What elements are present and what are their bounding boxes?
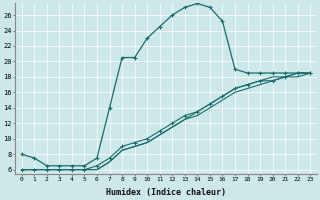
X-axis label: Humidex (Indice chaleur): Humidex (Indice chaleur) — [106, 188, 226, 197]
